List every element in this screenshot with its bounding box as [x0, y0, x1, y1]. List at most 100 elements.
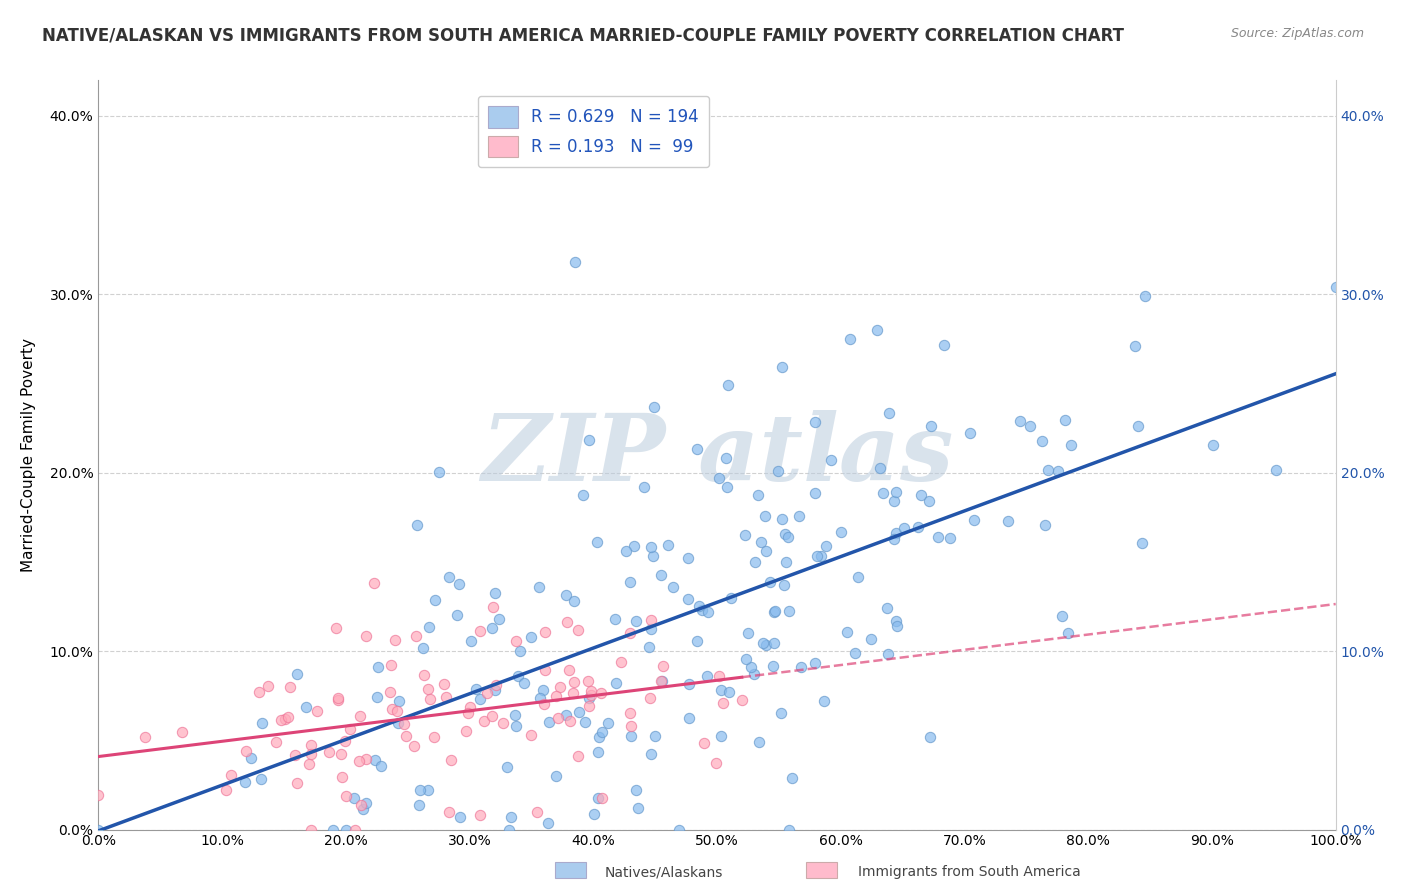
Point: [770, 359, 793, 374]
Point: [623, 539, 645, 553]
Point: [274, 713, 297, 727]
Point: [1031, 434, 1053, 449]
Point: [589, 686, 612, 700]
Point: [266, 735, 288, 749]
Point: [326, 693, 349, 707]
Point: [578, 698, 600, 713]
Bar: [555, 862, 586, 878]
Point: [349, 708, 371, 723]
Point: [778, 604, 800, 618]
Point: [499, 810, 522, 824]
Point: [485, 678, 508, 692]
Point: [519, 728, 541, 742]
Legend: R = 0.629   N = 194, R = 0.193   N =  99: R = 0.629 N = 194, R = 0.193 N = 99: [478, 96, 709, 168]
Point: [734, 528, 756, 542]
Point: [603, 612, 626, 626]
Point: [751, 534, 773, 549]
Point: [534, 663, 557, 677]
Point: [883, 494, 905, 508]
Point: [405, 518, 427, 533]
Point: [235, 744, 257, 758]
Point: [492, 716, 515, 731]
Point: [619, 706, 641, 720]
Point: [567, 749, 589, 764]
Point: [405, 629, 427, 643]
Point: [392, 716, 415, 731]
Point: [247, 685, 270, 699]
Text: Natives/Alaskans: Natives/Alaskans: [605, 865, 723, 880]
Point: [884, 614, 907, 628]
Point: [250, 772, 273, 786]
Point: [562, 674, 585, 689]
Point: [876, 601, 898, 615]
Point: [676, 551, 699, 566]
Point: [418, 619, 440, 633]
Point: [782, 771, 804, 785]
Point: [294, 700, 316, 714]
Point: [810, 549, 832, 563]
Text: Source: ZipAtlas.com: Source: ZipAtlas.com: [1230, 27, 1364, 40]
Point: [534, 625, 557, 640]
Point: [412, 640, 434, 655]
Point: [1053, 412, 1076, 426]
Point: [1132, 536, 1154, 550]
Point: [458, 700, 481, 714]
Point: [464, 681, 486, 696]
Point: [1133, 289, 1156, 303]
Point: [172, 724, 194, 739]
Point: [696, 669, 718, 683]
Point: [437, 805, 460, 819]
Point: [1033, 517, 1056, 532]
Point: [763, 604, 786, 618]
Point: [531, 683, 554, 698]
Point: [844, 646, 866, 660]
Point: [419, 691, 441, 706]
Point: [605, 675, 627, 690]
Point: [963, 513, 986, 527]
Point: [347, 754, 370, 768]
Point: [1008, 414, 1031, 428]
Point: [707, 669, 730, 683]
Point: [449, 577, 471, 591]
Point: [763, 636, 786, 650]
Point: [755, 638, 778, 652]
Point: [482, 599, 505, 614]
Point: [734, 652, 756, 666]
Text: Immigrants from South America: Immigrants from South America: [858, 865, 1080, 880]
Point: [1265, 463, 1288, 477]
Point: [717, 378, 740, 392]
Point: [959, 426, 981, 441]
Point: [920, 419, 942, 434]
Point: [717, 685, 740, 699]
Point: [1324, 279, 1347, 293]
Point: [470, 624, 492, 638]
Point: [1202, 438, 1225, 452]
Point: [385, 704, 408, 718]
Point: [1047, 464, 1070, 478]
Point: [693, 736, 716, 750]
Point: [742, 666, 765, 681]
Point: [520, 630, 543, 644]
Point: [686, 442, 709, 456]
Point: [233, 774, 256, 789]
Point: [716, 480, 738, 494]
Point: [567, 624, 589, 638]
Point: [758, 575, 780, 590]
Point: [763, 605, 786, 619]
Point: [813, 694, 835, 708]
Point: [437, 570, 460, 584]
Point: [408, 798, 430, 813]
Point: [402, 739, 425, 753]
Point: [533, 698, 555, 712]
Point: [412, 668, 434, 682]
Point: [830, 525, 852, 540]
Point: [384, 633, 406, 648]
Point: [668, 822, 690, 837]
Point: [498, 822, 520, 837]
Point: [747, 488, 769, 502]
Point: [769, 706, 792, 720]
Point: [1126, 419, 1149, 434]
Point: [1050, 608, 1073, 623]
Point: [755, 543, 778, 558]
Point: [643, 549, 665, 563]
